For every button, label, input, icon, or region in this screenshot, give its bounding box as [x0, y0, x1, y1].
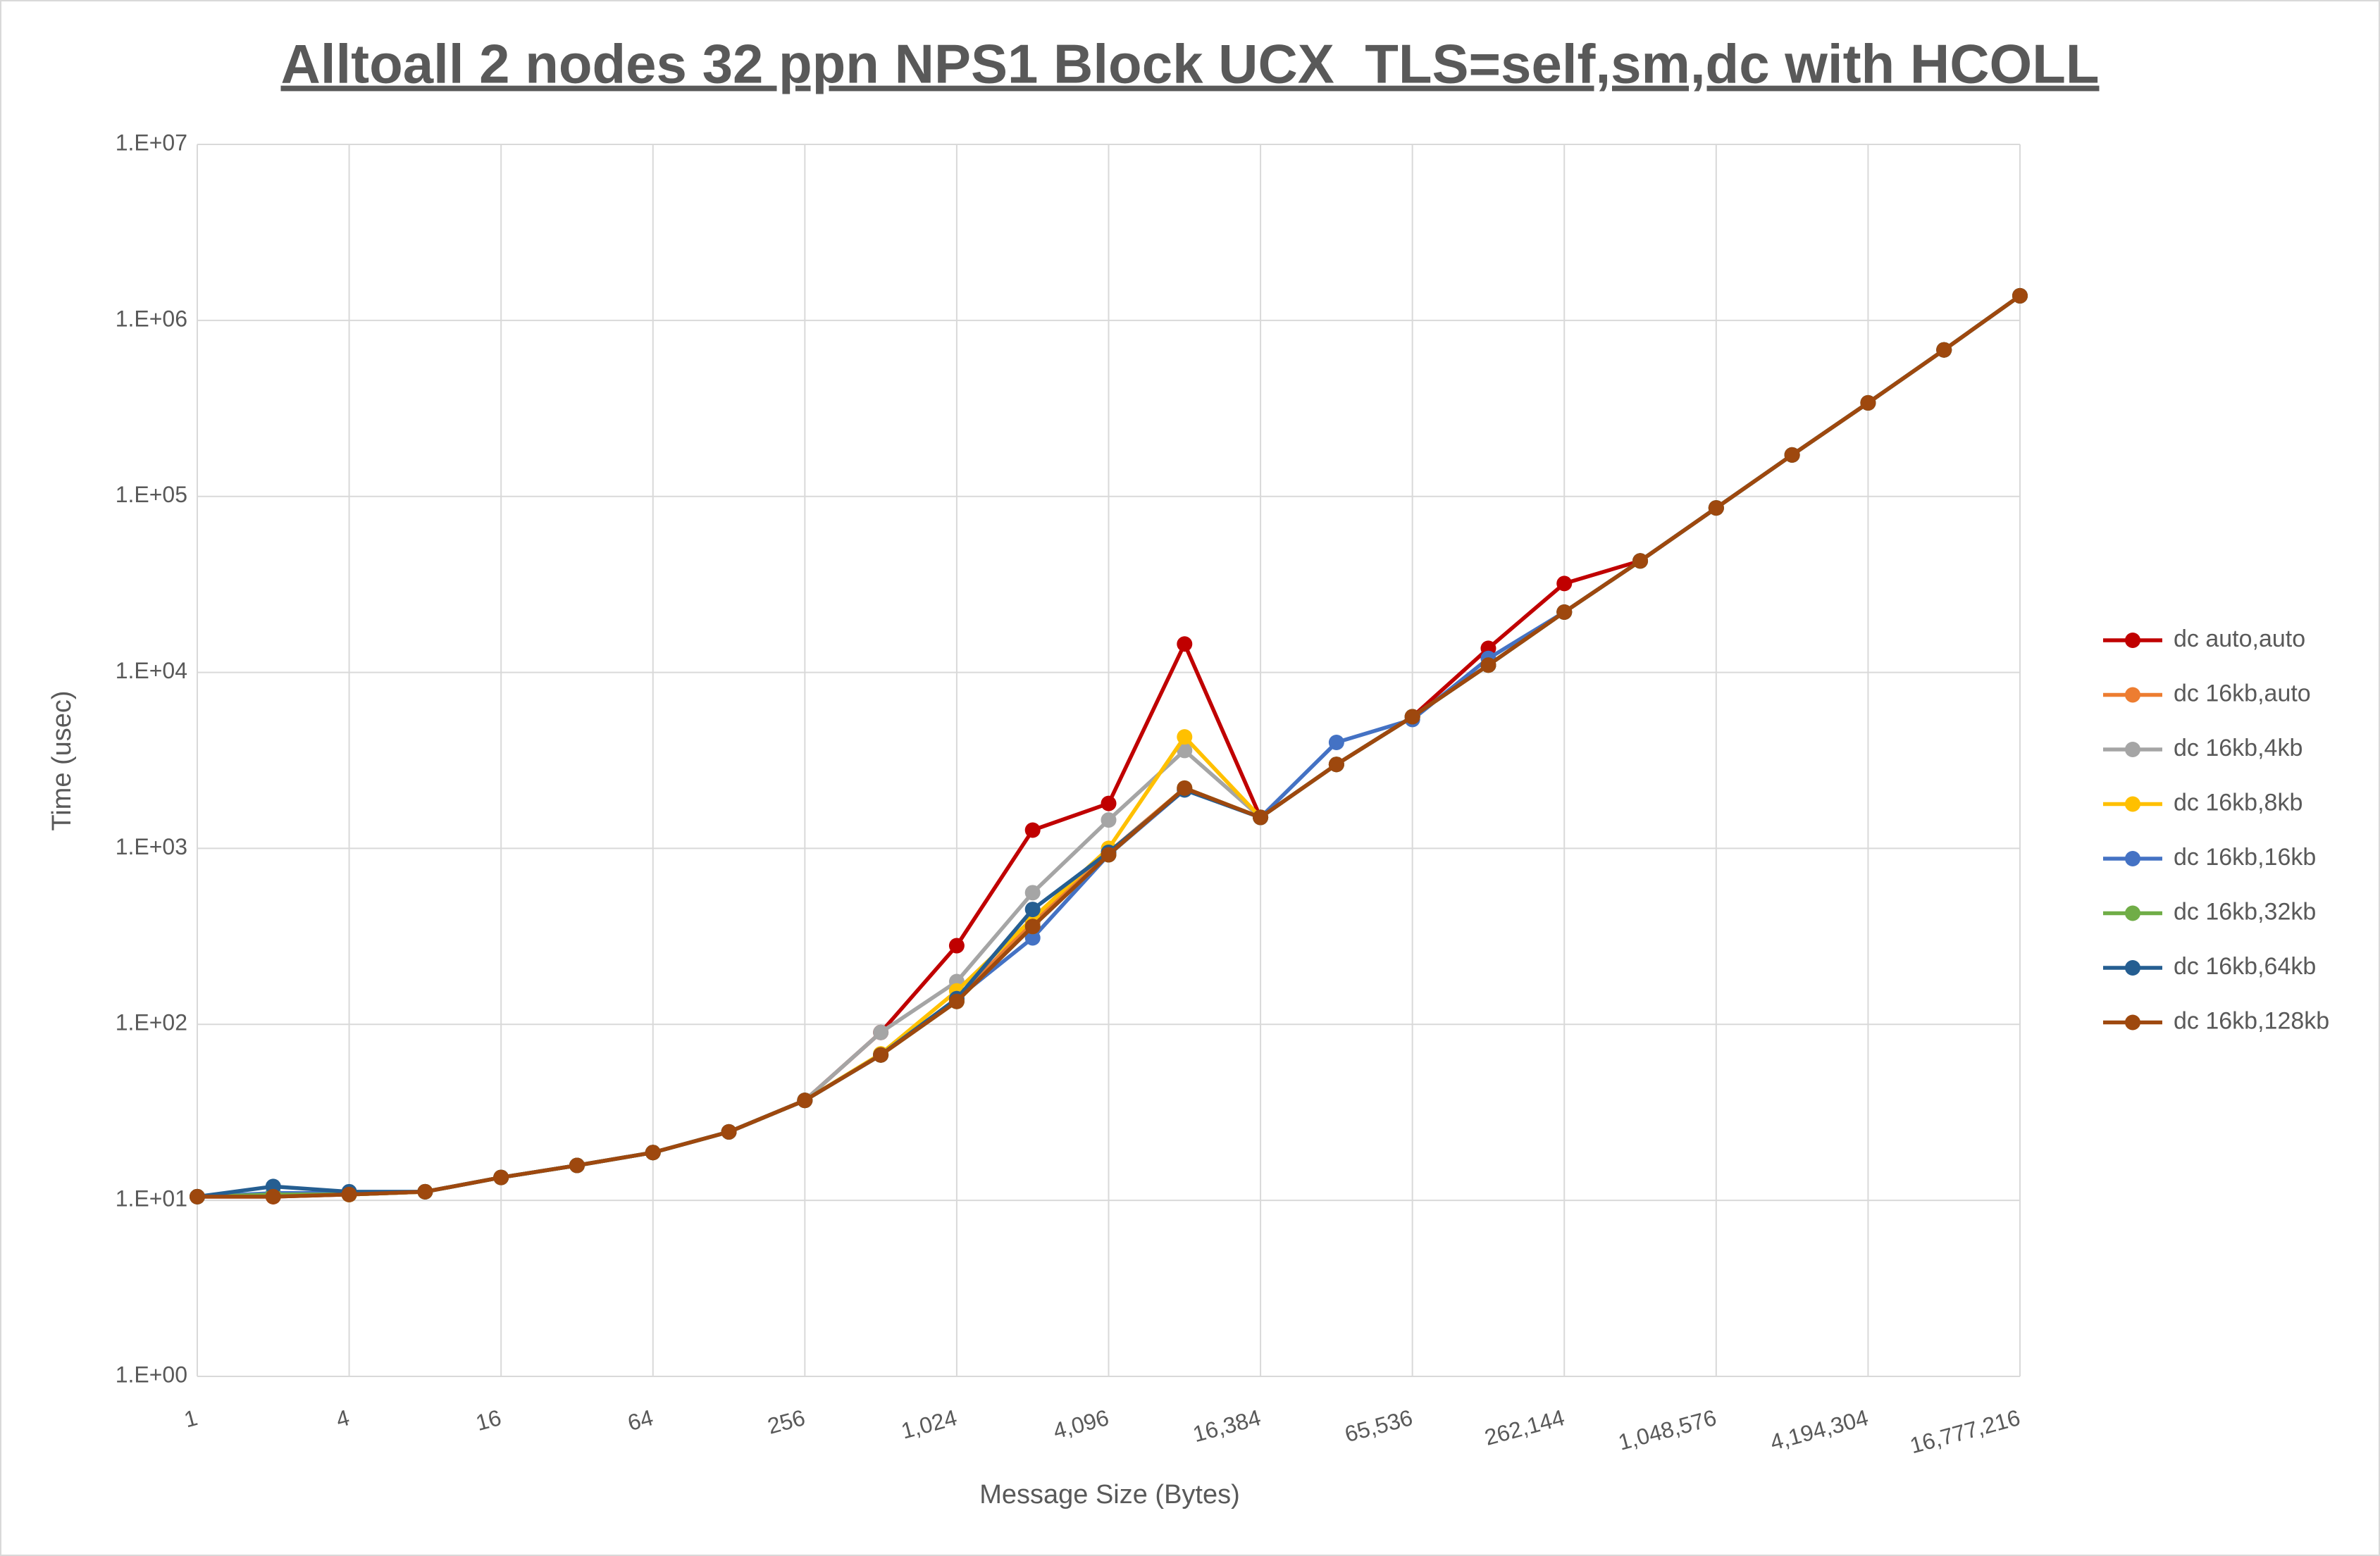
data-point: [1101, 795, 1117, 811]
y-tick-label: 1.E+01: [116, 1186, 187, 1212]
data-point: [1328, 757, 1344, 773]
data-point: [1784, 447, 1800, 463]
legend: dc auto,auto dc 16kb,auto dc 16kb,4kb dc 16…: [2103, 625, 2329, 1034]
data-point: [1101, 812, 1117, 828]
legend-swatch-marker: [2125, 742, 2140, 757]
data-point: [190, 1188, 205, 1205]
data-point: [1404, 709, 1420, 725]
legend-label: dc auto,auto: [2174, 625, 2305, 652]
data-point: [265, 1188, 281, 1205]
data-point: [417, 1183, 433, 1200]
data-point: [1024, 902, 1041, 918]
data-point: [1556, 604, 1573, 621]
data-point: [721, 1124, 737, 1140]
data-point: [1177, 742, 1193, 759]
data-point: [873, 1047, 889, 1063]
legend-label: dc 16kb,16kb: [2174, 844, 2316, 871]
data-point: [1177, 729, 1193, 745]
data-point: [493, 1169, 509, 1185]
y-tick-label: 1.E+02: [116, 1010, 187, 1035]
legend-label: dc 16kb,32kb: [2174, 898, 2316, 925]
y-tick-label: 1.E+06: [116, 306, 187, 331]
plot-area: [190, 287, 2028, 1205]
data-point: [1632, 553, 1649, 569]
legend-swatch-marker: [2125, 1014, 2140, 1031]
data-point: [1253, 809, 1269, 826]
legend-label: dc 16kb,8kb: [2174, 789, 2302, 816]
legend-label: dc 16kb,128kb: [2174, 1007, 2329, 1034]
data-point: [1480, 657, 1496, 673]
data-point: [569, 1157, 585, 1174]
data-point: [1556, 575, 1573, 592]
y-tick-label: 1.E+00: [116, 1362, 187, 1387]
y-tick-label: 1.E+04: [116, 658, 187, 683]
data-point: [1708, 500, 1724, 516]
data-point: [1860, 394, 1876, 411]
legend-swatch-marker: [2125, 796, 2140, 812]
data-point: [948, 938, 965, 954]
chart-title: Alltoall 2 nodes 32 ppn NPS1 Block UCX_T…: [280, 33, 2099, 95]
legend-swatch-marker: [2125, 905, 2140, 921]
y-tick-label: 1.E+07: [116, 130, 187, 155]
data-point: [1024, 930, 1041, 946]
data-point: [1328, 734, 1344, 750]
data-point: [1024, 919, 1041, 935]
data-point: [645, 1145, 661, 1161]
data-point: [2012, 287, 2028, 304]
data-point: [1936, 342, 1952, 358]
data-point: [797, 1093, 813, 1109]
legend-label: dc 16kb,64kb: [2174, 953, 2316, 980]
data-point: [1177, 636, 1193, 652]
data-point: [948, 993, 965, 1009]
data-point: [1101, 847, 1117, 863]
data-point: [873, 1024, 889, 1040]
y-tick-label: 1.E+05: [116, 482, 187, 507]
y-tick-label: 1.E+03: [116, 834, 187, 859]
legend-swatch-marker: [2125, 633, 2140, 648]
legend-swatch-marker: [2125, 687, 2140, 703]
legend-label: dc 16kb,auto: [2174, 680, 2311, 707]
data-point: [1024, 822, 1041, 838]
legend-swatch-marker: [2125, 851, 2140, 866]
legend-swatch-marker: [2125, 960, 2140, 976]
data-point: [1177, 780, 1193, 796]
data-point: [1024, 885, 1041, 901]
legend-label: dc 16kb,4kb: [2174, 735, 2302, 761]
data-point: [341, 1186, 357, 1202]
x-axis-title: Message Size (Bytes): [979, 1480, 1240, 1510]
y-axis-title: Time (usec): [47, 690, 77, 830]
